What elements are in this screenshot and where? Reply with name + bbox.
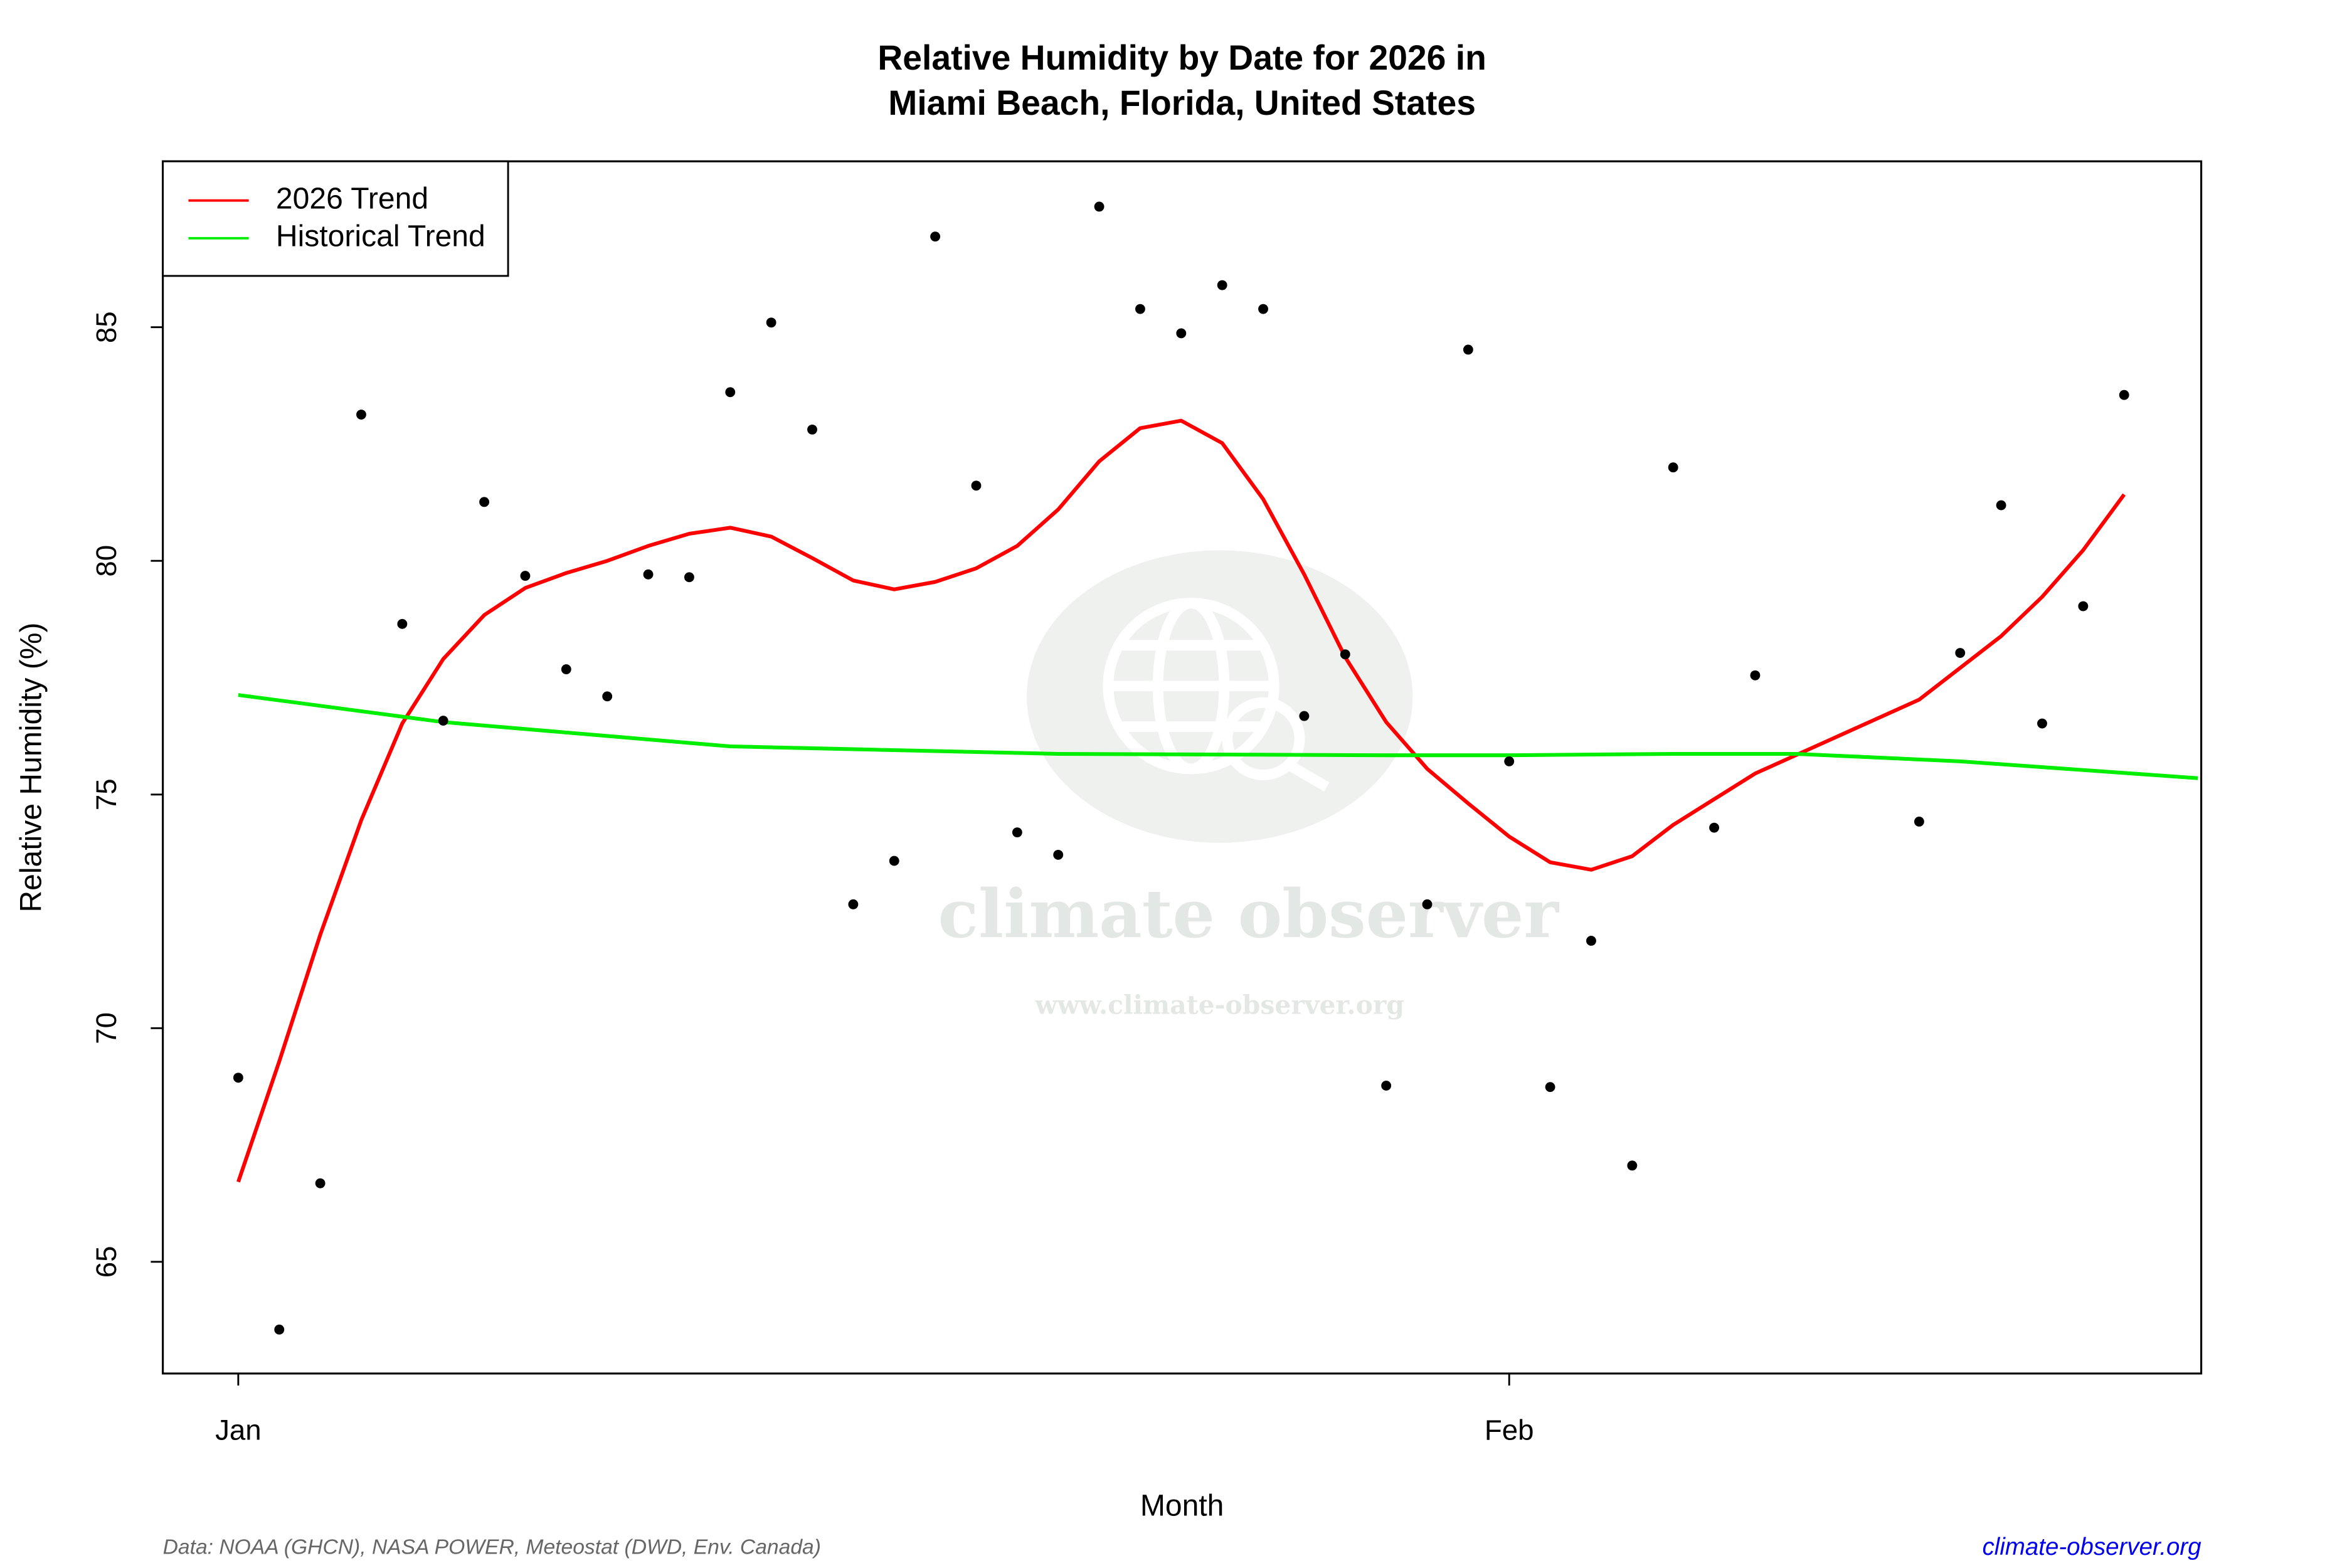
data-point: [1750, 670, 1761, 681]
data-point: [1504, 756, 1515, 766]
data-point: [1381, 1081, 1392, 1091]
data-point: [438, 716, 448, 726]
data-point: [1012, 827, 1022, 838]
data-point: [2037, 718, 2047, 729]
data-source: Data: NOAA (GHCN), NASA POWER, Meteostat…: [163, 1536, 821, 1559]
data-point: [684, 572, 694, 583]
data-point: [479, 497, 490, 507]
data-point: [1545, 1082, 1555, 1093]
data-point: [1709, 822, 1719, 833]
data-point: [1586, 936, 1596, 946]
watermark-url: www.climate-observer.org: [1034, 990, 1404, 1020]
legend: 2026 Trend Historical Trend: [162, 160, 509, 277]
x-tick-label: Jan: [215, 1414, 262, 1446]
legend-box: [162, 160, 509, 277]
data-point: [2078, 601, 2089, 612]
data-point: [233, 1073, 243, 1083]
data-point: [315, 1178, 326, 1189]
trend-line: [238, 693, 2198, 780]
data-point: [274, 1324, 285, 1335]
data-point: [807, 424, 817, 435]
data-point: [1258, 304, 1268, 314]
trend-line: [236, 418, 2126, 1183]
watermark-globe: [1103, 598, 1330, 792]
y-tick-label: 80: [90, 545, 122, 577]
data-point: [602, 691, 613, 702]
data-point: [1299, 711, 1310, 721]
y-tick-label: 75: [90, 778, 122, 810]
data-point: [2119, 389, 2129, 400]
data-point: [1463, 344, 1473, 355]
y-tick-label: 85: [90, 311, 122, 343]
data-point: [1176, 328, 1187, 339]
chart-title: Relative Humidity by Date for 2026 in: [877, 38, 1486, 77]
data-point: [889, 856, 899, 866]
x-tick-label: Feb: [1485, 1414, 1534, 1446]
legend-label: 2026 Trend: [276, 181, 428, 215]
site-link[interactable]: climate-observer.org: [1983, 1534, 2202, 1560]
data-point: [930, 231, 941, 242]
data-point: [1668, 462, 1678, 473]
y-tick-label: 70: [90, 1012, 122, 1044]
data-point: [1955, 648, 1966, 658]
data-point: [1053, 849, 1064, 860]
data-point: [1422, 899, 1433, 909]
data-point: [766, 317, 776, 328]
data-point: [971, 480, 982, 491]
data-point: [1217, 280, 1227, 290]
data-point: [643, 569, 654, 580]
data-point: [397, 618, 408, 629]
data-point: [1996, 500, 2006, 511]
plot-frame: [162, 160, 2203, 1375]
chart-title: Miami Beach, Florida, United States: [888, 83, 1476, 122]
data-point: [848, 899, 859, 909]
y-tick-label: 65: [90, 1246, 122, 1278]
data-point: [725, 387, 736, 398]
x-axis-label: Month: [1140, 1489, 1224, 1523]
data-point: [1094, 201, 1104, 212]
y-axis-label: Relative Humidity (%): [14, 623, 48, 913]
data-point: [356, 410, 366, 420]
data-point: [1135, 304, 1145, 314]
legend-label: Historical Trend: [276, 220, 485, 253]
data-point: [520, 571, 531, 581]
data-point: [1340, 649, 1350, 660]
data-point: [1627, 1160, 1638, 1171]
watermark-name: climate observer: [938, 875, 1560, 953]
data-point: [1914, 817, 1924, 827]
data-point: [561, 664, 571, 675]
watermark: climate observer www.climate-observer.or…: [938, 550, 1560, 1020]
